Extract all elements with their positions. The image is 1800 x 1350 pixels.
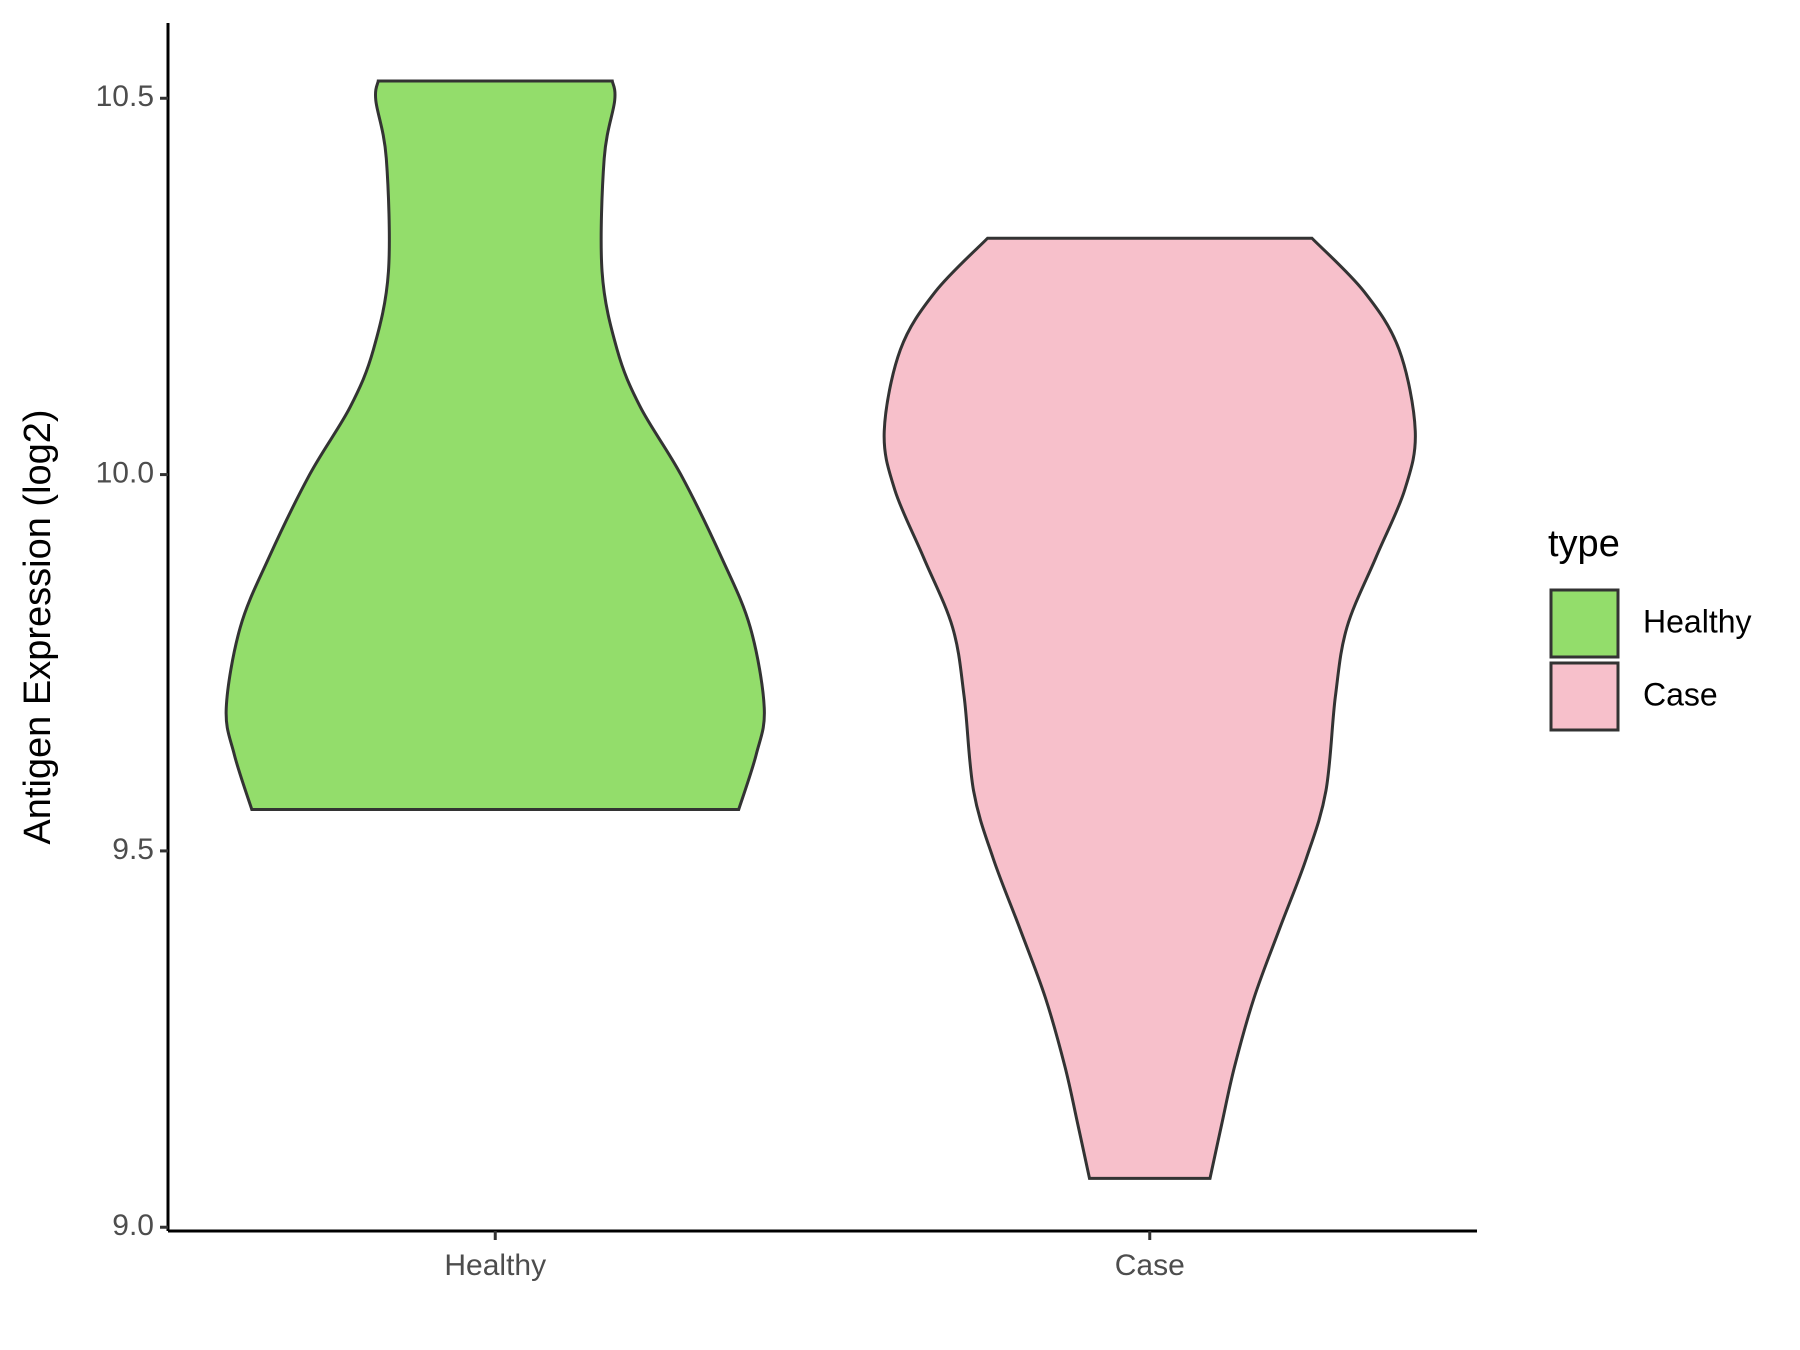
- legend-label: Case: [1643, 676, 1718, 712]
- y-tick-label: 9.0: [112, 1209, 154, 1242]
- y-tick-label: 10.0: [96, 457, 154, 490]
- legend-swatch: [1549, 588, 1620, 659]
- y-tick-label: 10.5: [96, 80, 154, 113]
- violin: [224, 79, 766, 812]
- legend-swatch: [1549, 661, 1620, 732]
- violin: [882, 236, 1417, 1180]
- legend-title: type: [1548, 523, 1620, 565]
- x-tick-label: Healthy: [444, 1249, 546, 1282]
- y-tick-label: 9.5: [112, 833, 154, 866]
- x-tick-label: Case: [1115, 1249, 1185, 1282]
- legend-label: Healthy: [1643, 603, 1752, 639]
- y-axis-title: Antigen Expression (log2): [17, 409, 59, 844]
